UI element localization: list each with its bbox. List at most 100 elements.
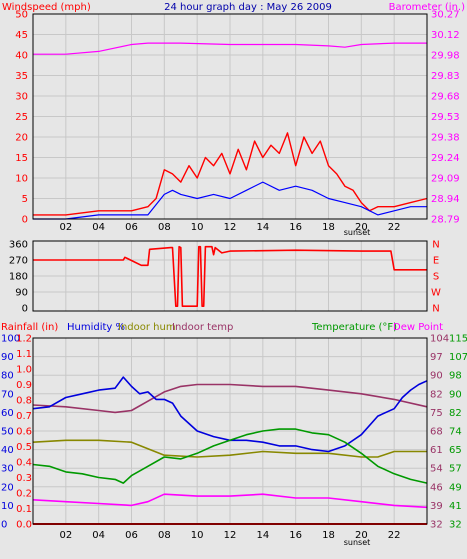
temp-scale-b-tick-7: 90 (449, 389, 462, 400)
p1-x-tick-5: 12 (224, 222, 237, 233)
p3-x-tick-0: 02 (59, 530, 72, 541)
p1-x-tick-4: 10 (191, 222, 204, 233)
series-wind-avg (33, 181, 427, 220)
barometer-tick-5: 29.53 (431, 112, 460, 123)
temp-scale-a-tick-1: 39 (430, 501, 443, 512)
rainfall-tick-10: 1.0 (16, 365, 32, 376)
temp-scale-b-tick-2: 49 (449, 482, 462, 493)
windspeed-tick-6: 30 (15, 92, 28, 103)
p3-x-tick-1: 04 (92, 530, 105, 541)
sunset-label-1: sunset (344, 228, 371, 237)
p3-x-tick-7: 16 (289, 530, 302, 541)
windspeed-axis-label: Windspeed (mph) (2, 2, 91, 13)
series-wind-direction (33, 245, 427, 308)
panel3-left-ticks: 0 10 20 30 40 50 60 70 80 90 100 0.0 0.1 0.2 0.3 0.4 0.5… (1, 334, 32, 531)
p3-x-tick-10: 22 (388, 530, 401, 541)
windspeed-tick-5: 25 (15, 112, 28, 123)
direction-compass-tick-2: S (433, 272, 439, 283)
chart-title: 24 hour graph day : May 26 2009 (164, 2, 332, 13)
direction-plot-frame (32, 240, 428, 312)
temperature-axis-label: Temperature (°F) (311, 322, 397, 333)
temp-scale-a-tick-5: 68 (430, 427, 443, 438)
barometer-tick-8: 29.98 (431, 51, 460, 62)
temp-scale-a-tick-10: 104 (430, 334, 449, 345)
windspeed-tick-3: 15 (15, 153, 28, 164)
p3-x-tick-9: 20 (355, 530, 368, 541)
direction-compass-tick-0: N (432, 240, 439, 251)
series-wind-gust (33, 132, 428, 216)
p3-x-tick-8: 18 (322, 530, 335, 541)
humidity-tick-5: 50 (1, 427, 14, 438)
p1-x-tick-6: 14 (256, 222, 269, 233)
temp-scale-b-tick-1: 41 (449, 501, 462, 512)
temp-scale-a-tick-8: 90 (430, 371, 443, 382)
rainfall-axis-label: Rainfall (in) (1, 322, 58, 333)
humidity-tick-8: 80 (1, 371, 14, 382)
p1-x-tick-10: 22 (388, 222, 401, 233)
windspeed-grid (33, 14, 427, 219)
windspeed-tick-4: 20 (15, 133, 28, 144)
p3-x-tick-5: 12 (224, 530, 237, 541)
direction-compass-tick-1: E (433, 256, 439, 267)
rainfall-tick-6: 0.6 (16, 427, 32, 438)
humidity-axis-label: Humidity % (67, 322, 125, 333)
series-dew-point (32, 493, 428, 509)
temp-scale-b-tick-0: 32 (449, 520, 462, 531)
temp-scale-b-tick-5: 74 (449, 427, 462, 438)
humidity-tick-10: 100 (1, 334, 20, 345)
windspeed-tick-9: 45 (15, 30, 28, 41)
humidity-tick-0: 0 (1, 520, 7, 531)
p1-x-tick-1: 04 (92, 222, 105, 233)
panel1-series (33, 42, 428, 220)
barometer-tick-6: 29.68 (431, 92, 460, 103)
rainfall-tick-12: 1.2 (16, 334, 32, 345)
humidity-tick-4: 40 (1, 445, 14, 456)
p3-x-tick-4: 10 (191, 530, 204, 541)
temp-scale-b-tick-3: 57 (449, 464, 462, 475)
p1-x-tick-8: 18 (322, 222, 335, 233)
p3-x-tick-2: 06 (125, 530, 138, 541)
dew-point-axis-label: Dew Point (393, 322, 443, 333)
rainfall-tick-4: 0.4 (16, 458, 32, 469)
rainfall-tick-11: 1.1 (16, 349, 32, 360)
p1-x-tick-7: 16 (289, 222, 302, 233)
temp-scale-b-tick-6: 82 (449, 408, 462, 419)
rainfall-tick-3: 0.3 (16, 473, 32, 484)
direction-deg-tick-4: 360 (9, 240, 28, 251)
series-barometer (33, 42, 427, 55)
windspeed-tick-7: 35 (15, 71, 28, 82)
windspeed-tick-1: 5 (22, 194, 28, 205)
temp-scale-a-tick-7: 82 (430, 389, 443, 400)
direction-deg-tick-3: 270 (9, 256, 28, 267)
rainfall-tick-9: 0.9 (16, 380, 32, 391)
panel1-x-ticks: 02 04 06 08 10 12 14 16 18 20 22 (59, 222, 400, 233)
barometer-tick-1: 28.94 (431, 194, 460, 205)
temp-scale-a-tick-6: 75 (430, 408, 443, 419)
barometer-tick-9: 30.12 (431, 30, 460, 41)
sunset-label-3: sunset (344, 538, 371, 547)
barometer-tick-10: 30.27 (431, 10, 460, 21)
direction-compass-tick-3: W (431, 288, 441, 299)
temp-scale-a-tick-4: 61 (430, 445, 443, 456)
series-humidity (32, 376, 428, 453)
barometer-axis-label: Barometer (in.) (389, 2, 465, 13)
p3-x-tick-3: 08 (158, 530, 171, 541)
series-indoor-hum (32, 439, 427, 458)
barometer-ticks: 28.79 28.94 29.09 29.24 29.38 29.53 29.68 29.83… (431, 10, 460, 226)
direction-deg-tick-1: 90 (15, 288, 28, 299)
humidity-tick-7: 70 (1, 389, 14, 400)
temp-scale-a-tick-3: 54 (430, 464, 443, 475)
p3-x-tick-6: 14 (256, 530, 269, 541)
humidity-tick-1: 10 (1, 501, 14, 512)
panel3-x-ticks: 02 04 06 08 10 12 14 16 18 20 22 (59, 530, 400, 541)
barometer-tick-3: 29.24 (431, 153, 460, 164)
p1-x-tick-3: 08 (158, 222, 171, 233)
barometer-tick-2: 29.09 (431, 174, 460, 185)
windspeed-tick-2: 10 (15, 174, 28, 185)
temp-scale-b-tick-4: 65 (449, 445, 462, 456)
direction-degree-ticks: 0 90 180 270 360 (9, 240, 28, 315)
temp-scale-a-tick-2: 46 (430, 482, 443, 493)
indoor-temp-axis-label: Indoor temp (172, 322, 233, 333)
